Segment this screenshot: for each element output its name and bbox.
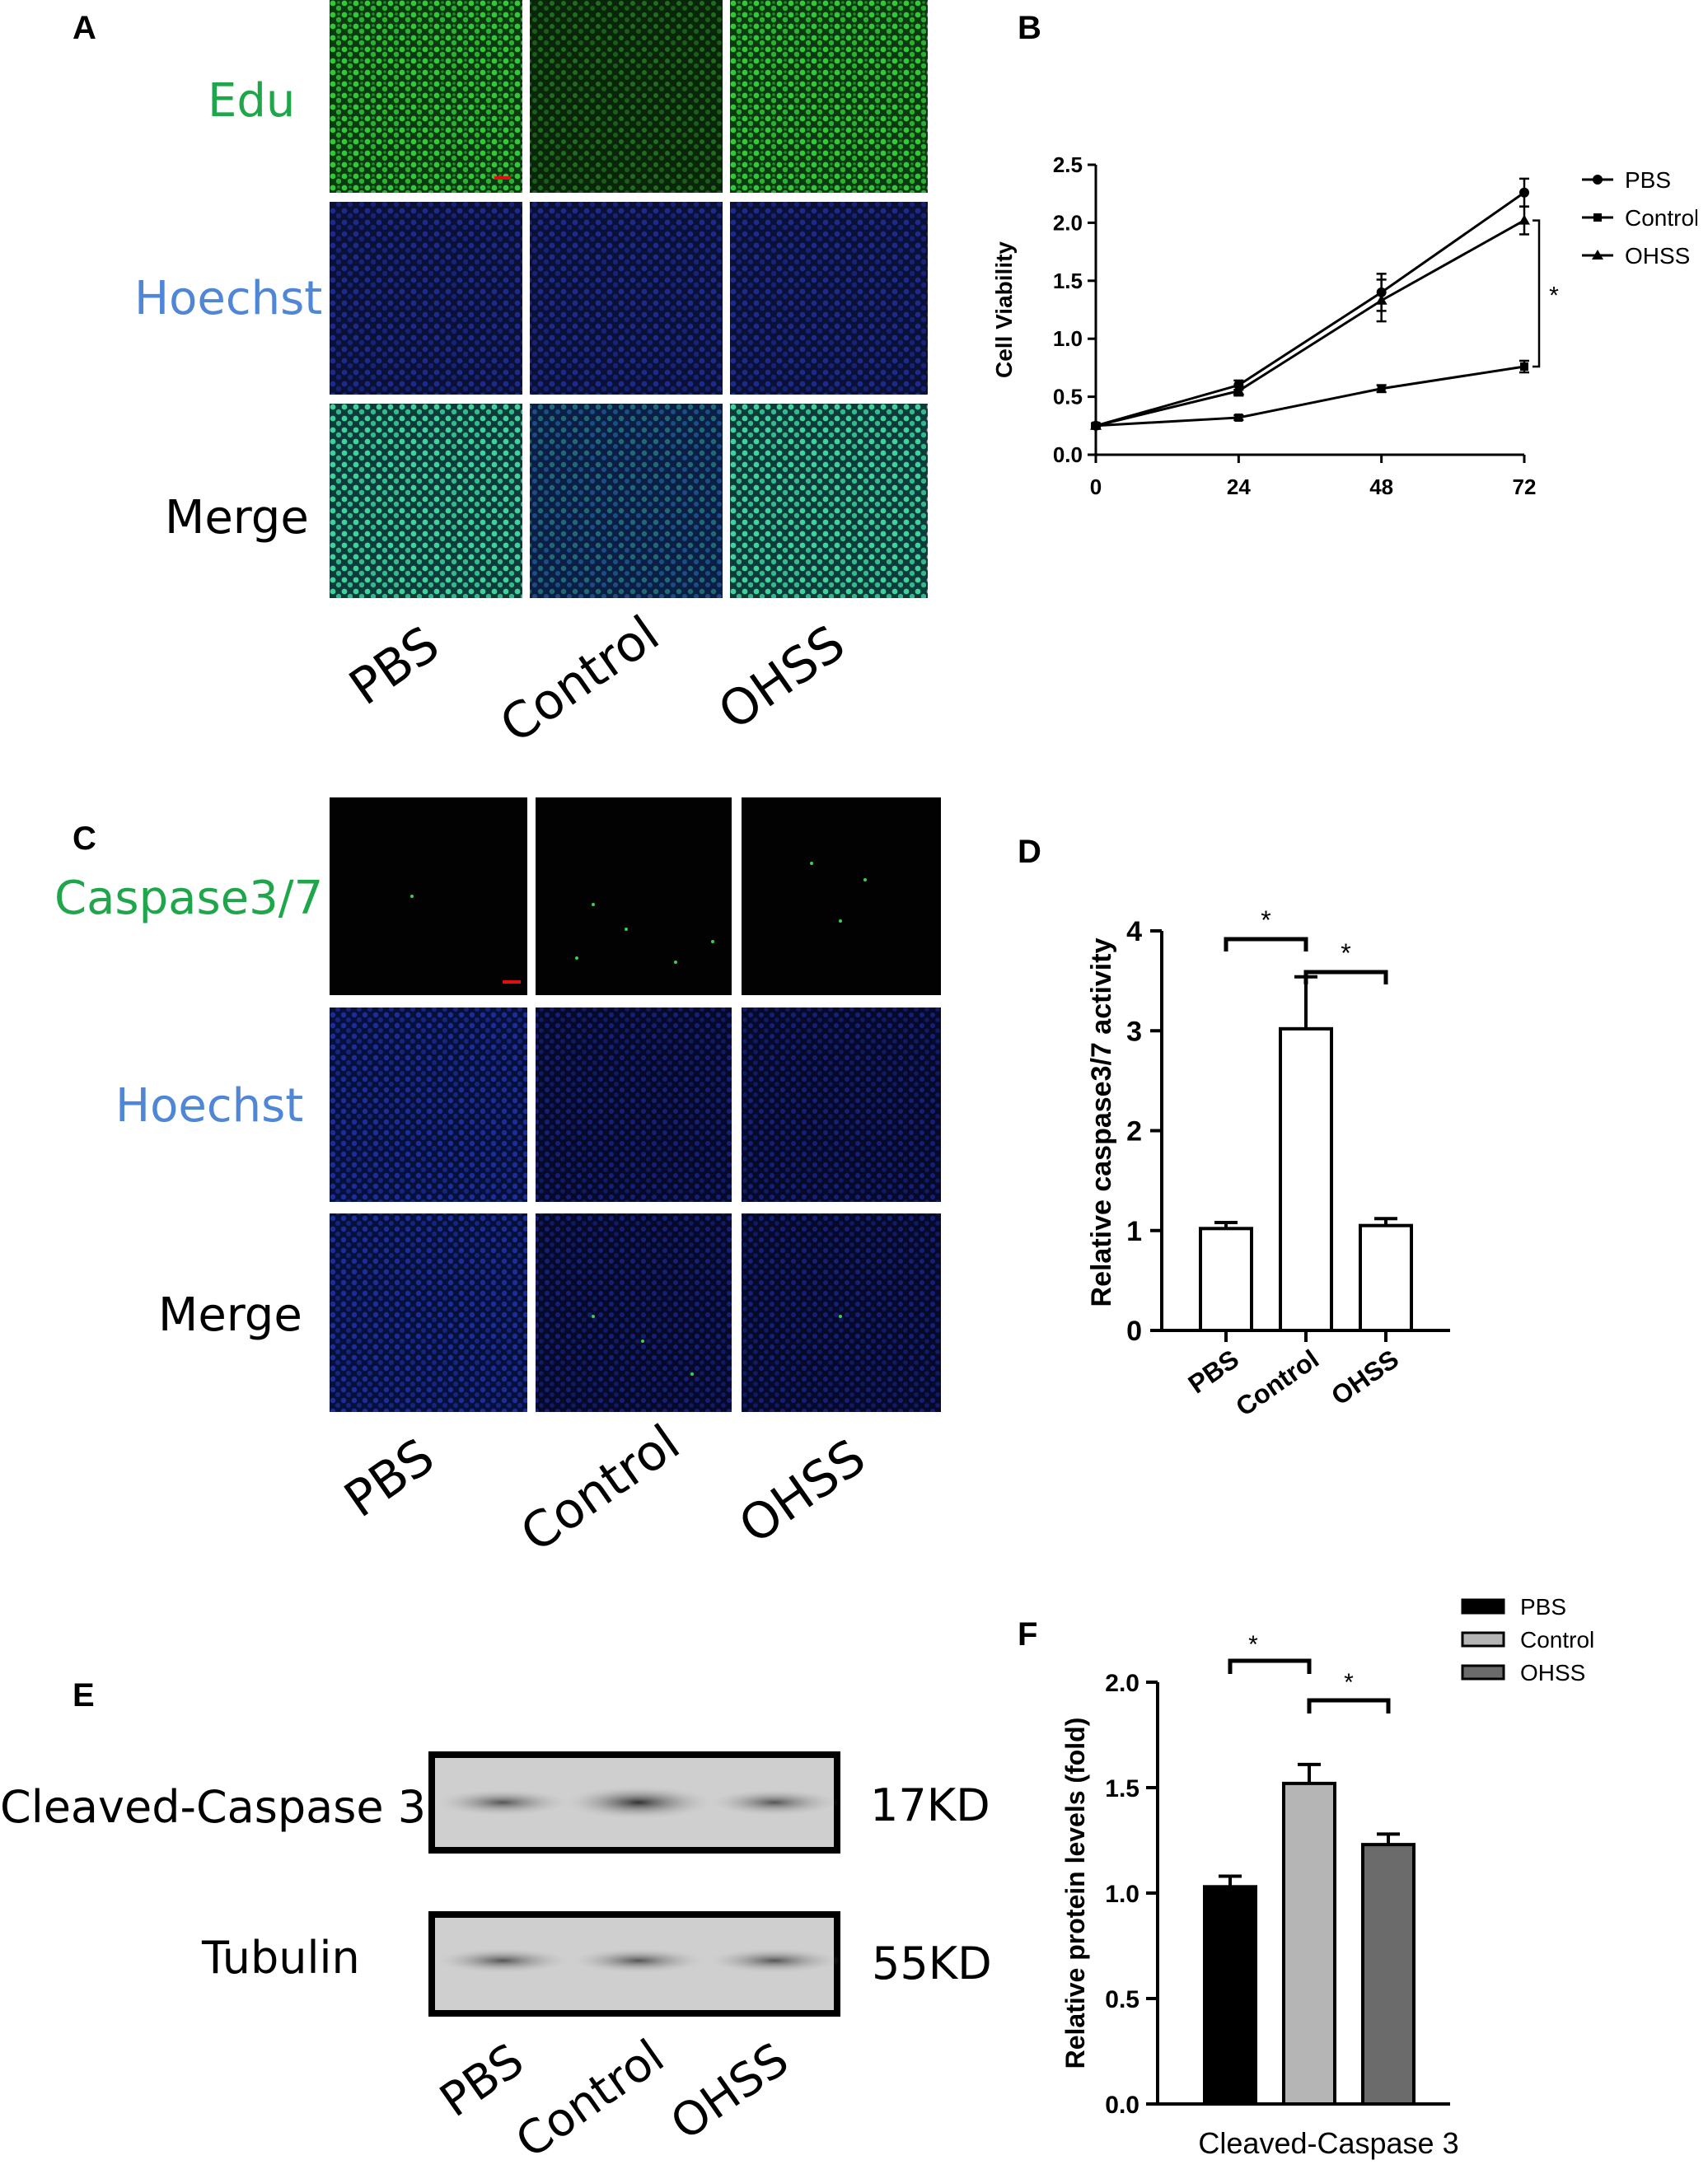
x-tick-label: 72 bbox=[1513, 475, 1537, 499]
y-tick-label: 1 bbox=[1126, 1216, 1142, 1247]
data-point bbox=[1520, 362, 1528, 371]
y-tick-label: 0.5 bbox=[1053, 385, 1083, 409]
bar-pbs bbox=[1199, 1227, 1253, 1333]
panel-d-chart: 0 1 2 3 4 Relative caspase3/7 activity PBS Cont… bbox=[1071, 857, 1483, 1487]
bar-control bbox=[1279, 1026, 1333, 1332]
y-tick-label: 0.0 bbox=[1105, 2092, 1139, 2119]
data-point bbox=[1234, 413, 1243, 422]
panel-f-letter: F bbox=[1018, 1616, 1038, 1653]
panel-f-chart: 0.0 0.5 1.0 1.5 2.0 Relative protein levels (… bbox=[1055, 1582, 1706, 2174]
x-axis-label: Cleaved-Caspase 3 bbox=[1198, 2126, 1458, 2160]
panel-c-letter: C bbox=[73, 821, 96, 857]
y-tick-label: 0.0 bbox=[1053, 442, 1083, 467]
data-point bbox=[1233, 380, 1244, 390]
western-blot bbox=[428, 1751, 840, 2027]
legend-marker bbox=[1592, 250, 1603, 259]
legend-swatch bbox=[1461, 1598, 1505, 1615]
legend-label-pbs: PBS bbox=[1625, 167, 1671, 193]
series-line-ohss bbox=[1095, 219, 1525, 428]
x-tick-label: 0 bbox=[1090, 475, 1102, 499]
condition-label-ohss-c: OHSS bbox=[728, 1428, 877, 1555]
band-label-cleaved-caspase3: Cleaved-Caspase 3 bbox=[0, 1781, 427, 1833]
lane-label-pbs: PBS bbox=[430, 2033, 534, 2128]
lane-label-ohss: OHSS bbox=[661, 2032, 798, 2151]
data-point bbox=[1377, 384, 1386, 393]
panel-b-letter: B bbox=[1018, 10, 1041, 46]
significance-bracket bbox=[1228, 1658, 1312, 1674]
y-tick-label: 1.0 bbox=[1053, 326, 1083, 351]
data-point bbox=[1518, 214, 1530, 225]
y-tick-label: 1.5 bbox=[1053, 269, 1083, 293]
significance-bracket bbox=[1303, 970, 1388, 984]
y-axis-label: Cell Viability bbox=[991, 241, 1017, 378]
panel-d-letter: D bbox=[1018, 834, 1041, 870]
legend-label-control: Control bbox=[1625, 205, 1697, 231]
panel-a-letter: A bbox=[73, 10, 96, 46]
legend-label-ohss: OHSS bbox=[1520, 1660, 1585, 1685]
y-tick-label: 2.0 bbox=[1053, 210, 1083, 235]
condition-label-ohss-a: OHSS bbox=[708, 615, 856, 741]
panel-e-letter: E bbox=[73, 1677, 95, 1713]
significance-star: * bbox=[1341, 938, 1350, 968]
bar-ohss bbox=[1359, 1223, 1413, 1332]
y-tick-label: 3 bbox=[1126, 1016, 1142, 1047]
x-tick-label: 48 bbox=[1369, 475, 1393, 499]
data-point bbox=[1375, 294, 1387, 305]
y-tick-label: 2.0 bbox=[1105, 1670, 1139, 1697]
y-tick-label: 2 bbox=[1126, 1116, 1142, 1148]
lane-label-control: Control bbox=[506, 2029, 674, 2169]
legend-label-ohss: OHSS bbox=[1625, 243, 1690, 269]
y-tick-label: 1.5 bbox=[1105, 1775, 1139, 1802]
legend-marker bbox=[1593, 213, 1602, 222]
x-tick-label: OHSS bbox=[1326, 1344, 1404, 1411]
y-axis-label: Relative caspase3/7 activity bbox=[1086, 937, 1117, 1307]
x-tick-label: PBS bbox=[1182, 1344, 1244, 1399]
legend-label-control: Control bbox=[1520, 1627, 1594, 1653]
legend-swatch bbox=[1461, 1664, 1505, 1681]
y-axis-label: Relative protein levels (fold) bbox=[1060, 1718, 1090, 2069]
micrograph-a-ohss bbox=[730, 0, 928, 598]
significance-bracket bbox=[1533, 219, 1541, 368]
data-point bbox=[1519, 187, 1529, 198]
hoechst-row-label-a: Hoechst bbox=[134, 272, 323, 325]
condition-label-pbs-c: PBS bbox=[334, 1428, 445, 1529]
series-line-control bbox=[1095, 365, 1525, 428]
legend-label-pbs: PBS bbox=[1520, 1594, 1566, 1620]
series-line-pbs bbox=[1095, 191, 1525, 428]
micrograph-c-grid bbox=[330, 797, 941, 1412]
data-point bbox=[1090, 419, 1102, 430]
significance-bracket bbox=[1224, 937, 1308, 951]
edu-row-label: Edu bbox=[208, 74, 296, 128]
condition-label-control-c: Control bbox=[510, 1414, 690, 1564]
merge-row-label-a: Merge bbox=[165, 491, 309, 545]
legend-swatch bbox=[1461, 1631, 1505, 1648]
bar-pbs bbox=[1203, 1885, 1257, 2106]
y-tick-label: 4 bbox=[1126, 916, 1142, 947]
data-point bbox=[1233, 385, 1245, 395]
panel-b-chart: 0.0 0.5 1.0 1.5 2.0 2.5 0 24 48 72 Cell Viability *… bbox=[972, 140, 1699, 531]
band-size-55kd: 55KD bbox=[872, 1938, 992, 1989]
bar-ohss bbox=[1361, 1843, 1416, 2106]
significance-star: * bbox=[1261, 905, 1270, 935]
condition-label-pbs-a: PBS bbox=[339, 615, 450, 717]
y-tick-label: 1.0 bbox=[1105, 1881, 1139, 1908]
significance-star: * bbox=[1549, 282, 1559, 309]
x-tick-label: Control bbox=[1230, 1344, 1324, 1422]
band-label-tubulin: Tubulin bbox=[202, 1932, 360, 1984]
significance-star: * bbox=[1248, 1631, 1258, 1658]
hoechst-row-label-c: Hoechst bbox=[115, 1079, 304, 1133]
caspase-row-label: Caspase3/7 bbox=[54, 872, 324, 925]
micrograph-a-grid bbox=[330, 0, 723, 598]
merge-row-label-c: Merge bbox=[158, 1288, 302, 1342]
y-tick-label: 0.5 bbox=[1105, 1986, 1139, 2013]
band-size-17kd: 17KD bbox=[870, 1779, 990, 1831]
significance-star: * bbox=[1344, 1669, 1354, 1696]
bar-control bbox=[1282, 1781, 1336, 2106]
significance-bracket bbox=[1307, 1698, 1391, 1713]
condition-label-control-a: Control bbox=[489, 605, 670, 755]
y-tick-label: 2.5 bbox=[1053, 152, 1083, 177]
legend-marker bbox=[1593, 175, 1603, 185]
y-tick-label: 0 bbox=[1126, 1316, 1142, 1347]
x-tick-label: 24 bbox=[1227, 475, 1251, 499]
